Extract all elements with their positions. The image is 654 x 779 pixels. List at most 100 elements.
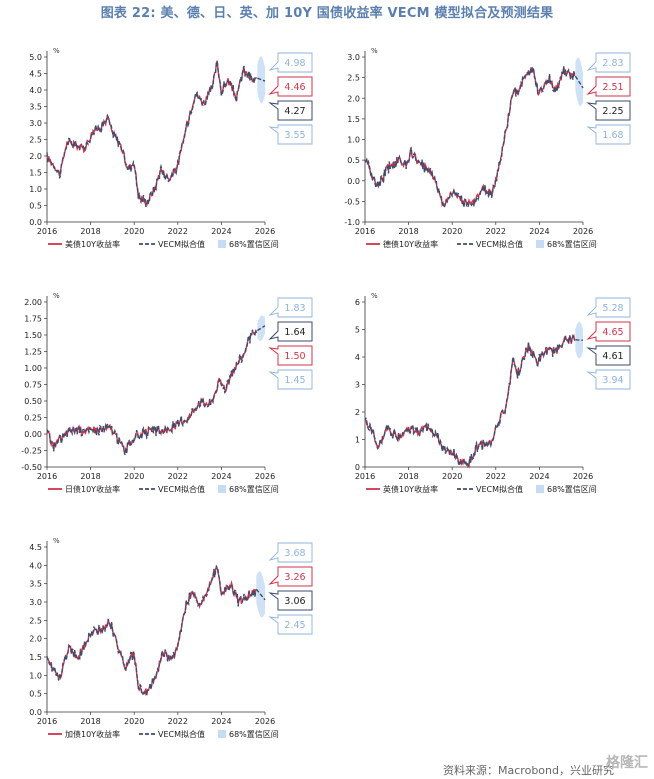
legend-actual-label: 美债10Y收益率	[65, 239, 120, 249]
legend-fitted-label: VECM拟合值	[158, 729, 205, 739]
x-tick-label: 2020	[124, 717, 144, 726]
x-tick-label: 2026	[255, 717, 275, 726]
vecm-fitted-line	[46, 59, 258, 208]
callout-box	[586, 345, 631, 366]
y-tick-label: 1.0	[29, 671, 42, 680]
y-tick-label: 4.0	[29, 86, 42, 95]
y-tick-label: 0.50	[24, 397, 42, 406]
y-tick-label: -1.0	[344, 218, 360, 227]
callout-box	[586, 76, 631, 97]
y-tick-label: 0.5	[29, 202, 42, 211]
y-tick-label: 2.0	[347, 94, 360, 103]
y-tick-label: 4.5	[29, 543, 42, 552]
y-tick-label: 0.5	[29, 690, 42, 699]
x-tick-label: 2022	[168, 472, 188, 481]
x-tick-label: 2024	[211, 227, 231, 236]
callout-value: 2.83	[602, 58, 623, 69]
legend-fitted-label: VECM拟合值	[158, 239, 205, 249]
callout-value: 1.64	[284, 327, 305, 338]
y-unit-label: %	[53, 292, 60, 300]
legend-fitted-label: VECM拟合值	[476, 484, 523, 494]
legend-band-label: 68%置信区间	[229, 729, 279, 739]
actual-yield-line	[364, 333, 576, 469]
y-tick-label: 0.5	[347, 156, 360, 165]
y-tick-label: 1.0	[29, 185, 42, 194]
y-tick-label: 0.75	[24, 381, 42, 390]
y-tick-label: -0.50	[21, 463, 42, 472]
chart-ca-10y: % 0.0 0.5 1.0 1.5 2.0 2.5 3.0 3.5 4.0 4.5 2016 2018 2…	[29, 537, 313, 739]
y-tick-label: 4.5	[29, 70, 42, 79]
y-unit-label: %	[371, 47, 378, 55]
vecm-forecast-line	[574, 75, 584, 89]
vecm-fitted-line	[46, 328, 258, 456]
x-tick-label: 2018	[80, 227, 100, 236]
callout-value: 4.61	[602, 351, 623, 362]
x-tick-label: 2024	[211, 472, 231, 481]
callout-box	[586, 124, 631, 145]
callout-box	[268, 542, 313, 563]
y-tick-label: 1.5	[347, 115, 360, 124]
x-tick-label: 2020	[124, 227, 144, 236]
y-tick-label: 2.00	[24, 298, 42, 307]
chart-uk-10y: % 0 1 2 3 4 5 6 2016 2018 2020 2022 2024 2026 5.28 4.65…	[355, 292, 631, 494]
legend-fitted-label: VECM拟合值	[476, 239, 523, 249]
callout-box	[268, 566, 313, 587]
callout-value: 4.65	[602, 327, 623, 338]
y-tick-label: 3.5	[29, 103, 42, 112]
y-tick-label: 1.0	[347, 136, 360, 145]
x-tick-label: 2016	[37, 227, 57, 236]
x-tick-label: 2018	[398, 227, 418, 236]
callout-box	[268, 369, 313, 390]
y-tick-label: 0.0	[29, 708, 42, 717]
callout-value: 3.26	[284, 572, 305, 583]
x-tick-label: 2018	[80, 472, 100, 481]
callout-box	[586, 321, 631, 342]
x-tick-label: 2026	[573, 472, 593, 481]
y-tick-label: 4.0	[29, 561, 42, 570]
callout-value: 1.68	[602, 130, 623, 141]
vecm-fitted-line	[46, 564, 257, 696]
y-tick-label: 0.25	[24, 414, 42, 423]
y-tick-label: 5	[355, 326, 360, 335]
y-tick-label: 3.0	[29, 119, 42, 128]
y-tick-label: 1.5	[29, 169, 42, 178]
y-tick-label: 2.0	[29, 152, 42, 161]
chart-jp-10y: % -0.50 -0.25 0.00 0.25 0.50 0.75 1.00 1.25 1.50 1…	[21, 292, 313, 494]
y-tick-label: 1.00	[24, 364, 42, 373]
legend-actual-label: 日债10Y收益率	[65, 484, 120, 494]
x-tick-label: 2016	[355, 472, 375, 481]
chart-us-10y: % 0.0 0.5 1.0 1.5 2.0 2.5 3.0 3.5 4.0 4.5 5.0 2016 20…	[29, 47, 313, 249]
callout-value: 2.45	[284, 620, 305, 631]
y-tick-label: 0.00	[24, 430, 42, 439]
y-tick-label: 3.0	[347, 53, 360, 62]
x-tick-label: 2024	[211, 717, 231, 726]
callout-box	[268, 345, 313, 366]
callout-box	[586, 369, 631, 390]
y-tick-label: 2.5	[29, 616, 42, 625]
callout-value: 3.94	[602, 375, 623, 386]
vecm-fitted-line	[365, 66, 576, 210]
y-tick-label: 1	[355, 436, 360, 445]
vecm-forecast-line	[256, 325, 266, 332]
x-tick-label: 2022	[168, 717, 188, 726]
callout-value: 3.06	[284, 596, 305, 607]
chart-de-10y: % -1.0 -0.5 0.0 0.5 1.0 1.5 2.0 2.5 3.0 2016 2018 20…	[344, 47, 631, 249]
source-note: 资料来源：Macrobond，兴业研究	[443, 764, 614, 777]
callout-value: 1.45	[284, 375, 305, 386]
y-tick-label: 2.5	[29, 136, 42, 145]
y-tick-label: 1.25	[24, 348, 42, 357]
x-tick-label: 2022	[486, 472, 506, 481]
legend-actual-label: 德债10Y收益率	[383, 239, 438, 249]
y-tick-label: 2.0	[29, 635, 42, 644]
x-tick-label: 2020	[442, 472, 462, 481]
y-tick-label: 6	[355, 298, 360, 307]
callout-box	[268, 100, 313, 121]
callout-box	[586, 52, 631, 73]
y-tick-label: 1.50	[24, 331, 42, 340]
x-tick-label: 2026	[255, 227, 275, 236]
legend-actual-label: 加债10Y收益率	[65, 729, 120, 739]
x-tick-label: 2022	[168, 227, 188, 236]
callout-box	[268, 590, 313, 611]
callout-box	[268, 297, 313, 318]
y-tick-label: 1.75	[24, 315, 42, 324]
